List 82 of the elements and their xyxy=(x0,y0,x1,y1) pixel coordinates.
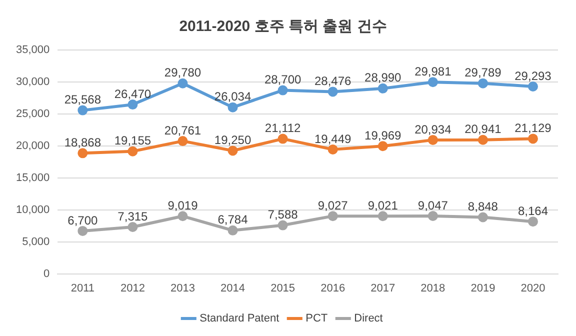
x-tick-label: 2018 xyxy=(420,282,446,294)
point xyxy=(278,134,288,144)
data-label: 28,990 xyxy=(364,70,402,85)
y-tick-label: 5,000 xyxy=(22,236,50,248)
data-label: 8,848 xyxy=(468,200,498,214)
legend-label: PCT xyxy=(306,312,328,325)
point xyxy=(78,226,88,236)
point xyxy=(278,85,288,96)
data-label: 7,315 xyxy=(118,209,148,224)
x-tick-label: 2015 xyxy=(270,282,296,294)
point xyxy=(78,105,88,116)
point xyxy=(478,212,488,222)
point xyxy=(178,211,188,222)
chart-title: 2011-2020 호주 특허 출원 건수 xyxy=(179,18,387,36)
x-tick-label: 2013 xyxy=(170,282,195,294)
data-label: 29,789 xyxy=(464,66,502,80)
x-tick-label: 2014 xyxy=(220,282,246,294)
point xyxy=(178,78,188,88)
point xyxy=(328,144,338,154)
data-label: 29,780 xyxy=(164,66,202,80)
data-label: 19,155 xyxy=(114,134,152,148)
x-tick-label: 2017 xyxy=(370,282,396,294)
data-label: 9,021 xyxy=(368,198,398,212)
point xyxy=(528,81,538,92)
y-tick-label: 0 xyxy=(44,268,50,280)
point xyxy=(478,134,488,145)
data-label: 29,981 xyxy=(414,64,452,78)
point xyxy=(278,220,288,230)
y-tick-label: 35,000 xyxy=(16,44,50,56)
x-tick-label: 2020 xyxy=(520,282,546,294)
x-tick-label: 2016 xyxy=(320,282,346,294)
data-label: 20,934 xyxy=(414,122,452,136)
point xyxy=(378,211,388,222)
y-tick-label: 20,000 xyxy=(16,140,50,152)
data-label: 28,700 xyxy=(264,72,302,87)
data-label: 7,588 xyxy=(268,208,298,222)
data-label: 19,449 xyxy=(314,132,352,146)
y-tick-label: 25,000 xyxy=(16,108,50,120)
data-label: 20,941 xyxy=(464,122,502,136)
point xyxy=(528,134,538,144)
data-label: 8,164 xyxy=(518,204,548,218)
legend-label: Direct xyxy=(354,312,383,325)
point xyxy=(428,77,438,88)
data-label: 20,761 xyxy=(164,123,202,138)
point xyxy=(128,100,138,110)
point xyxy=(228,102,238,112)
data-label: 28,476 xyxy=(314,74,352,88)
point xyxy=(428,134,438,145)
point xyxy=(528,216,538,227)
data-label: 9,047 xyxy=(418,198,448,212)
point xyxy=(128,146,138,156)
data-label: 26,034 xyxy=(214,90,252,104)
data-label: 21,129 xyxy=(514,121,552,136)
x-tick-label: 2011 xyxy=(70,282,94,294)
point xyxy=(228,225,238,236)
y-tick-label: 15,000 xyxy=(16,172,50,184)
data-label: 21,112 xyxy=(264,121,302,136)
point xyxy=(178,136,188,146)
point xyxy=(478,78,488,88)
data-label: 6,784 xyxy=(218,212,248,227)
data-label: 25,568 xyxy=(64,92,102,107)
data-label: 19,250 xyxy=(214,133,252,148)
data-label: 26,470 xyxy=(114,86,152,101)
point xyxy=(428,210,438,221)
data-label: 29,293 xyxy=(514,68,552,83)
legend-label: Standard Patent xyxy=(200,312,280,325)
data-label: 18,868 xyxy=(64,135,102,150)
point xyxy=(228,146,238,156)
data-label: 19,969 xyxy=(364,128,402,142)
point xyxy=(378,141,388,152)
y-tick-label: 30,000 xyxy=(16,76,50,88)
point xyxy=(78,148,88,158)
point xyxy=(128,222,138,232)
data-label: 9,027 xyxy=(318,198,348,212)
point xyxy=(378,83,388,94)
point xyxy=(328,86,338,97)
y-tick-label: 10,000 xyxy=(16,204,50,216)
x-tick-label: 2019 xyxy=(470,282,496,294)
point xyxy=(328,211,338,222)
x-tick-label: 2012 xyxy=(120,282,145,294)
data-label: 9,019 xyxy=(168,198,198,212)
data-label: 6,700 xyxy=(68,213,98,228)
